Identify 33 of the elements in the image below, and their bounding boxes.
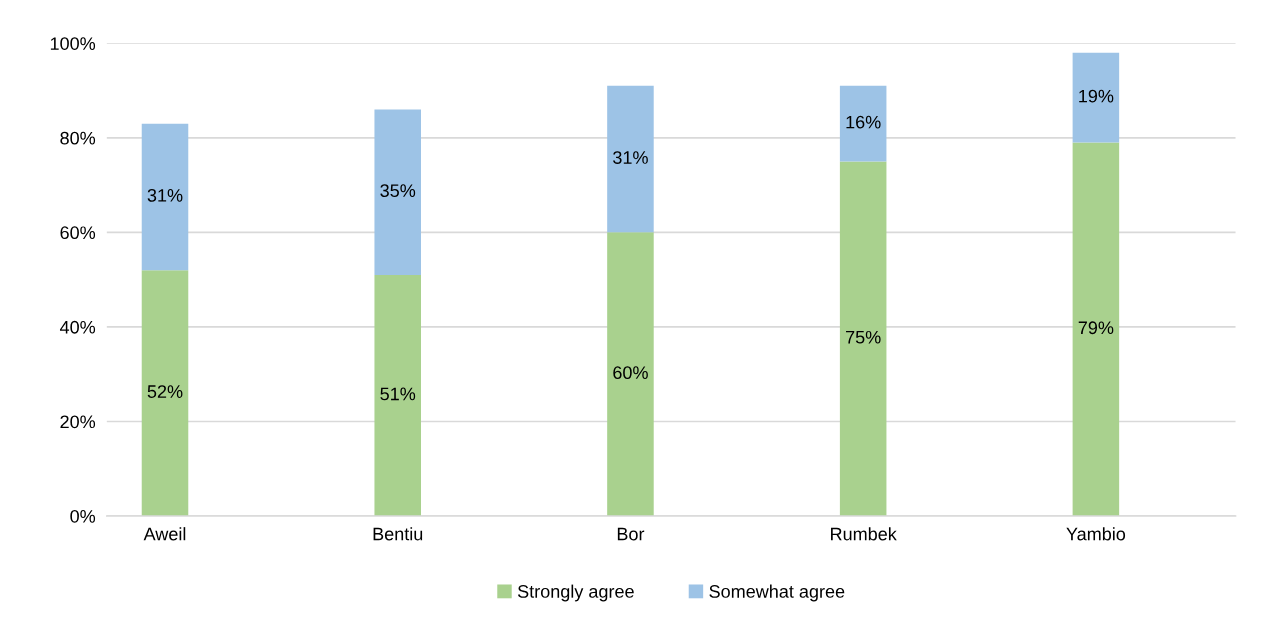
x-tick-label: Aweil [143, 527, 186, 541]
bar [839, 161, 887, 517]
bar [1072, 142, 1120, 517]
y-tick-label: 60% [60, 226, 96, 240]
y-tick-label: 40% [59, 320, 96, 334]
bar [141, 270, 189, 517]
y-tick-label: 20% [60, 415, 96, 429]
y-tick-label: 100% [50, 37, 96, 50]
legend-label: Somewhat agree [709, 584, 845, 602]
data-label: 31% [147, 188, 183, 202]
data-label: 16% [846, 115, 881, 129]
bar [607, 232, 654, 517]
bar [607, 85, 654, 233]
data-label: 19% [1079, 89, 1114, 103]
bar [374, 274, 421, 517]
legend-label: Strongly agree [517, 584, 634, 602]
data-label: 35% [380, 184, 416, 198]
data-label: 51% [380, 387, 416, 401]
data-label: 31% [613, 151, 648, 164]
data-label: 79% [1078, 321, 1114, 335]
x-tick-label: Rumbek [831, 527, 897, 541]
x-tick-label: Bentiu [373, 527, 423, 541]
data-label: 75% [846, 330, 881, 344]
data-label: 60% [613, 366, 648, 380]
bar [839, 85, 887, 162]
x-tick-label: Bor [617, 527, 645, 541]
y-tick-label: 80% [60, 131, 96, 145]
bar [141, 123, 189, 271]
bar [1072, 52, 1120, 143]
data-label: 52% [147, 385, 183, 398]
x-tick-label: Yambio [1066, 527, 1126, 541]
y-tick-label: 0% [70, 509, 96, 523]
bar [374, 109, 421, 275]
